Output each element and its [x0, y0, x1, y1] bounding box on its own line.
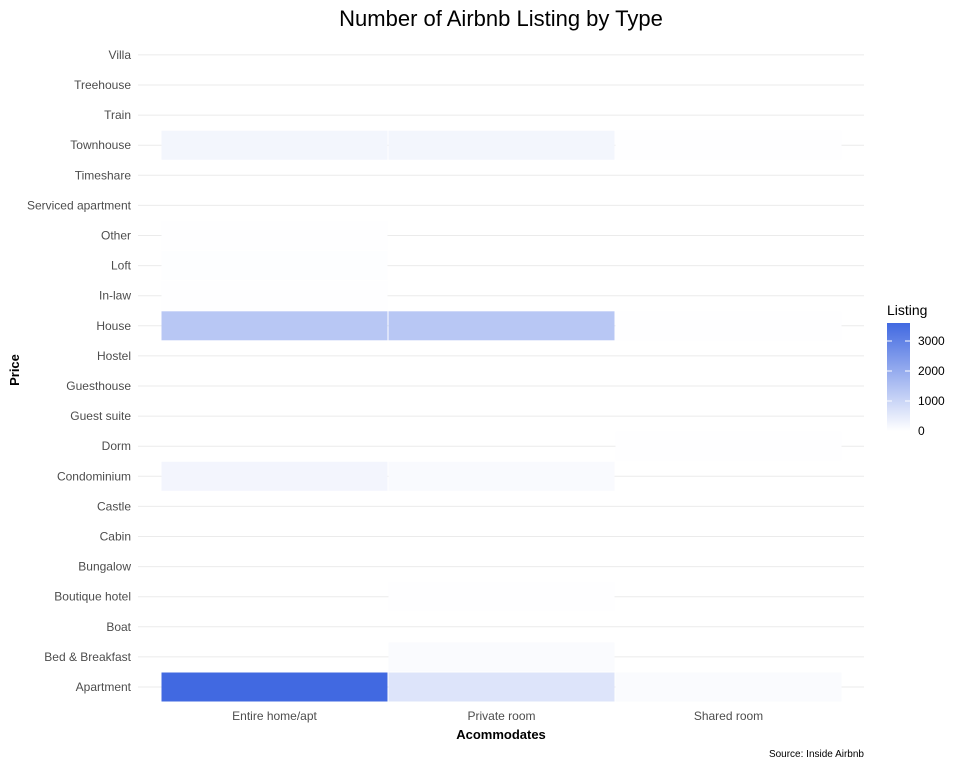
- heatmap-cell: [388, 311, 615, 341]
- y-tick-label: Hostel: [97, 349, 131, 363]
- y-tick-label: In-law: [99, 289, 131, 303]
- heatmap-cell: [388, 642, 615, 672]
- y-tick-label: Bed & Breakfast: [44, 650, 131, 664]
- y-axis-ticks: Apartment Bed & Breakfast Boat Boutique hot…: [27, 48, 132, 694]
- heatmap-cell: [388, 461, 615, 491]
- heatmap-cell: [161, 221, 388, 250]
- chart-caption: Source: Inside Airbnb: [769, 749, 864, 760]
- y-tick-label: Castle: [97, 499, 131, 513]
- legend-tick-label: 2000: [918, 364, 945, 378]
- x-axis-title: Acommodates: [456, 727, 546, 742]
- y-tick-label: Guest suite: [70, 409, 131, 423]
- y-tick-label: Condominium: [57, 469, 131, 483]
- heatmap-cell: [388, 672, 615, 702]
- y-tick-label: Townhouse: [70, 138, 131, 152]
- color-legend: Listing 0 1000 2000 3000: [887, 302, 945, 438]
- y-tick-label: Serviced apartment: [27, 198, 132, 212]
- legend-ticks: 0 1000 2000 3000: [887, 334, 945, 438]
- y-tick-label: Timeshare: [75, 168, 132, 182]
- y-tick-label: Apartment: [76, 680, 132, 694]
- legend-title: Listing: [887, 302, 927, 318]
- heatmap-cell: [161, 130, 388, 160]
- heatmap-cell: [388, 582, 615, 612]
- x-axis-ticks: Entire home/apt Private room Shared room: [232, 709, 763, 723]
- x-tick-label: Shared room: [694, 709, 763, 723]
- y-tick-label: Dorm: [102, 439, 131, 453]
- y-tick-label: Treehouse: [74, 78, 131, 92]
- x-tick-label: Private room: [467, 709, 535, 723]
- heatmap-cell: [388, 130, 615, 160]
- heatmap-cell: [615, 311, 842, 341]
- y-tick-label: Train: [104, 108, 131, 122]
- y-tick-label: Boutique hotel: [54, 590, 131, 604]
- heatmap-cell: [615, 130, 842, 160]
- heatmap-cell: [161, 311, 388, 341]
- y-tick-label: Cabin: [100, 530, 131, 544]
- heatmap-cell: [161, 281, 388, 311]
- y-tick-label: Bungalow: [78, 560, 131, 574]
- y-tick-label: Loft: [111, 259, 132, 273]
- chart-title: Number of Airbnb Listing by Type: [339, 6, 663, 31]
- legend-colorbar: [887, 323, 910, 431]
- y-axis-title: Price: [7, 354, 22, 386]
- heatmap-cells: [161, 130, 842, 702]
- legend-tick-label: 0: [918, 424, 925, 438]
- y-tick-label: House: [96, 319, 131, 333]
- y-tick-label: Boat: [106, 620, 131, 634]
- heatmap-cell: [161, 672, 388, 702]
- y-tick-label: Villa: [109, 48, 132, 62]
- y-tick-label: Other: [101, 229, 131, 243]
- heatmap-cell: [615, 672, 842, 702]
- heatmap-cell: [161, 251, 388, 281]
- heatmap-cell: [161, 461, 388, 491]
- x-tick-label: Entire home/apt: [232, 709, 317, 723]
- y-tick-label: Guesthouse: [66, 379, 131, 393]
- heatmap-cell: [615, 431, 842, 461]
- legend-tick-label: 1000: [918, 394, 945, 408]
- legend-tick-label: 3000: [918, 334, 945, 348]
